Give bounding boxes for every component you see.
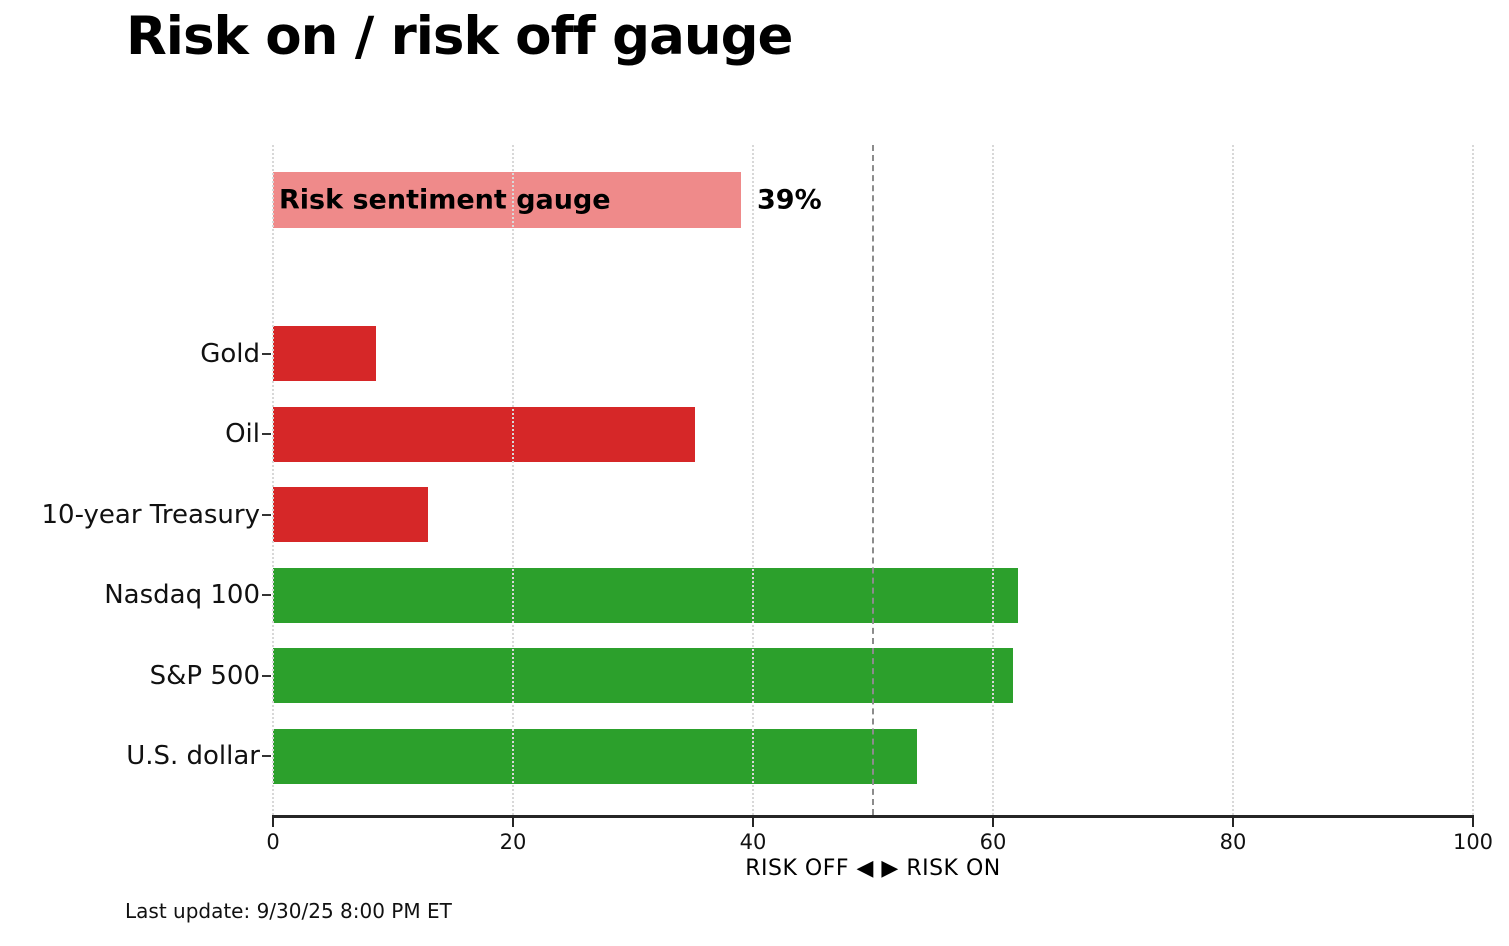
x-tick-100 xyxy=(1472,818,1474,827)
gridline-80 xyxy=(1232,145,1234,815)
x-tick-20 xyxy=(512,818,514,827)
last-update-note: Last update: 9/30/25 8:00 PM ET xyxy=(125,899,452,923)
y-tick-s-p-500 xyxy=(262,674,271,677)
row-label-gold: Gold xyxy=(200,338,260,369)
x-tick-label-60: 60 xyxy=(979,830,1007,854)
row-label-10-year-treasury: 10-year Treasury xyxy=(41,499,261,530)
y-tick-10-year-treasury xyxy=(262,513,271,516)
gridline-20 xyxy=(512,145,514,815)
x-tick-label-0: 0 xyxy=(266,830,280,854)
threshold-line-50 xyxy=(872,145,874,815)
x-tick-label-40: 40 xyxy=(739,830,767,854)
risk-gauge-bar-chart: Risk sentiment gauge 39% Gold Oil 10-year Tr… xyxy=(42,143,1493,881)
x-tick-label-80: 80 xyxy=(1219,830,1247,854)
x-tick-label-20: 20 xyxy=(499,830,527,854)
x-tick-40 xyxy=(752,818,754,827)
gridline-0 xyxy=(272,145,274,815)
bar-nasdaq-100 xyxy=(273,567,1019,623)
x-tick-0 xyxy=(272,818,274,827)
y-tick-u-s-dollar xyxy=(262,755,271,757)
x-axis-line xyxy=(272,815,1474,818)
bar-10-year-treasury xyxy=(273,487,428,542)
y-tick-nasdaq-100 xyxy=(262,594,271,596)
bar-s-p-500 xyxy=(273,648,1014,703)
y-tick-gold xyxy=(262,352,271,355)
bar-oil xyxy=(273,406,696,462)
row-label-nasdaq-100: Nasdaq 100 xyxy=(104,580,260,610)
x-tick-60 xyxy=(992,818,994,827)
gauge-value-label: 39% xyxy=(757,184,822,216)
bar-u-s-dollar xyxy=(273,728,918,784)
bar-risk-sentiment-gauge: Risk sentiment gauge xyxy=(273,172,741,228)
x-axis-label: RISK OFF ◀ ▶ RISK ON xyxy=(745,856,1001,881)
gridline-40 xyxy=(752,145,754,815)
row-label-oil: Oil xyxy=(225,419,260,449)
row-label-s-p-500: S&P 500 xyxy=(149,660,260,691)
page-title: Risk on / risk off gauge xyxy=(126,6,793,67)
gridline-100 xyxy=(1472,145,1474,815)
gridline-60 xyxy=(992,145,994,815)
gauge-bar-label: Risk sentiment gauge xyxy=(279,184,611,216)
bar-gold xyxy=(273,326,377,381)
x-tick-label-100: 100 xyxy=(1452,830,1494,854)
row-label-u-s-dollar: U.S. dollar xyxy=(126,741,260,771)
y-tick-oil xyxy=(262,433,271,435)
x-tick-80 xyxy=(1232,818,1234,827)
